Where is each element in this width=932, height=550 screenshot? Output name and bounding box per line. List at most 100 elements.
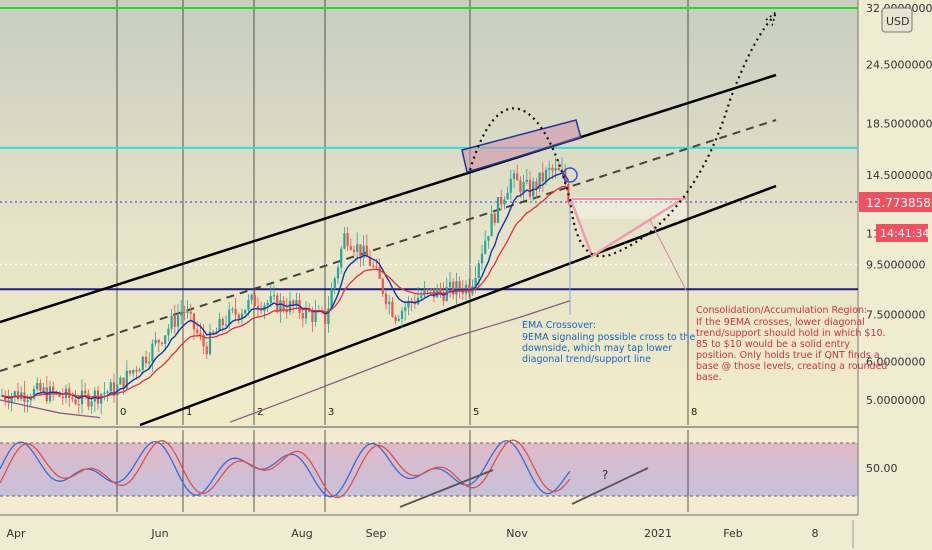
candle-body: [202, 334, 205, 347]
wave-label: 8: [691, 407, 697, 418]
candle-body: [528, 179, 532, 197]
consolidation-line: position. Only holds true if QNT finds a: [696, 350, 880, 361]
candle-body: [397, 319, 400, 321]
candle-body: [77, 404, 80, 406]
candle-body: [26, 400, 29, 403]
candle-body: [288, 300, 292, 313]
candle-body: [196, 329, 199, 333]
candle-body: [39, 382, 42, 391]
currency-button-label: USD: [886, 15, 910, 28]
candle-body: [16, 391, 20, 400]
consolidation-projection: [569, 195, 687, 258]
time-tick-label: Sep: [366, 527, 387, 540]
wave-label: 0: [120, 407, 126, 418]
ema-crossover-line: downside, which may tap lower: [522, 343, 672, 354]
candle-body: [455, 281, 458, 295]
candle-body: [381, 278, 384, 294]
time-tick-label: Feb: [723, 527, 742, 540]
ema-crossover-line: diagonal trend/support line: [522, 354, 651, 365]
candle-body: [407, 301, 410, 308]
candle-body: [173, 315, 176, 327]
time-tick-label: Nov: [506, 527, 528, 540]
candle-body: [324, 311, 327, 325]
candle-body: [240, 313, 244, 319]
candle-body: [164, 335, 167, 344]
candle-body: [253, 294, 256, 307]
crossover-circle: [562, 167, 578, 183]
candle-body: [132, 369, 135, 374]
osc-question-mark: ?: [602, 468, 608, 482]
candle-body: [554, 167, 557, 171]
candle-body: [112, 382, 116, 396]
candle-body: [474, 277, 477, 287]
candle-body: [394, 316, 397, 321]
candle-body: [234, 308, 237, 315]
candle-body: [516, 173, 519, 181]
candle-body: [256, 306, 260, 309]
candle-body: [151, 343, 154, 362]
candle-body: [484, 240, 487, 254]
candle-body: [452, 281, 455, 295]
time-tick-label: Jun: [150, 527, 168, 540]
candle-body: [304, 307, 308, 319]
candle-body: [186, 311, 189, 313]
candle-body: [375, 266, 378, 268]
candle-body: [148, 361, 151, 364]
top-zone-rectangle: [461, 119, 582, 173]
candle-body: [349, 246, 352, 250]
candle-body: [157, 339, 160, 343]
candle-body: [154, 339, 157, 344]
price-axis-background: [858, 0, 932, 550]
candle-body: [356, 244, 359, 252]
candle-body: [301, 313, 304, 319]
candle-body: [218, 319, 221, 332]
currency-button[interactable]: [881, 7, 913, 33]
candle-body: [52, 386, 55, 393]
candle-body: [125, 370, 128, 389]
candle-body: [29, 398, 32, 401]
candle-body: [400, 310, 404, 320]
candle-body: [10, 396, 13, 404]
candle-body: [295, 300, 298, 306]
candle-body: [564, 169, 567, 185]
upper-channel-line: [0, 73, 777, 324]
candle-body: [560, 169, 564, 171]
candle-body: [314, 311, 317, 322]
candle-body: [468, 284, 471, 294]
candle-body: [4, 395, 7, 401]
price-tick-label: 9.5000000: [866, 258, 926, 271]
candle-body: [141, 356, 144, 370]
candle-body: [170, 315, 173, 329]
projection-dotted-path: [468, 13, 777, 258]
candle-body: [247, 299, 250, 310]
candle-body: [272, 295, 276, 297]
consolidation-pointer: [649, 219, 687, 291]
price-tick-label: 6.0000000: [866, 355, 926, 368]
candle-body: [538, 172, 541, 189]
candle-body: [378, 267, 381, 279]
mid-channel-line: [0, 119, 777, 372]
time-axis-background: [0, 516, 858, 550]
candle-body: [231, 308, 234, 310]
candle-body: [448, 281, 452, 288]
candle-body: [42, 387, 45, 391]
candle-body: [138, 369, 141, 372]
candle-body: [109, 382, 112, 392]
consolidation-line: trend/support should hold in which $10.: [696, 328, 886, 339]
candle-body: [429, 288, 432, 290]
time-tick-label: Apr: [6, 527, 26, 540]
candle-body: [544, 169, 548, 182]
lower-channel-line: [139, 184, 777, 427]
candle-body: [71, 397, 74, 400]
candle-body: [160, 342, 164, 344]
osc-k-line: [0, 440, 571, 498]
candle-body: [343, 233, 346, 249]
candle-body: [512, 173, 516, 179]
candle-body: [362, 245, 365, 258]
candle-body: [144, 356, 148, 364]
candle-body: [404, 307, 407, 311]
time-tick-label: 8: [812, 527, 819, 540]
candle-body: [506, 192, 509, 200]
